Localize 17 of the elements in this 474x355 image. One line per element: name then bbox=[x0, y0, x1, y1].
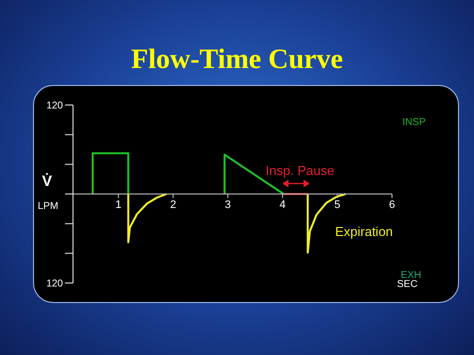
chart-title: Flow-Time Curve bbox=[130, 44, 344, 76]
x-tick-label: 1 bbox=[115, 198, 122, 211]
x-tick-label: 4 bbox=[280, 198, 286, 211]
x-tick-label: 2 bbox=[170, 198, 176, 211]
annotation: Insp. Pause bbox=[264, 163, 336, 180]
text: EXH bbox=[400, 270, 422, 281]
text: LPM bbox=[36, 201, 60, 212]
text: INSP bbox=[401, 117, 427, 128]
x-tick-label: 5 bbox=[334, 198, 340, 211]
y-tick-label: 120 bbox=[46, 100, 64, 112]
line-series bbox=[127, 193, 168, 244]
x-tick-label: 3 bbox=[224, 198, 231, 211]
annotation: Expiration bbox=[334, 224, 394, 240]
x-tick-label: 6 bbox=[388, 198, 396, 211]
y-tick-label: 120 bbox=[46, 278, 64, 290]
x-axis-title: SEC bbox=[397, 279, 418, 290]
y-axis-title: V̇ bbox=[42, 172, 52, 190]
